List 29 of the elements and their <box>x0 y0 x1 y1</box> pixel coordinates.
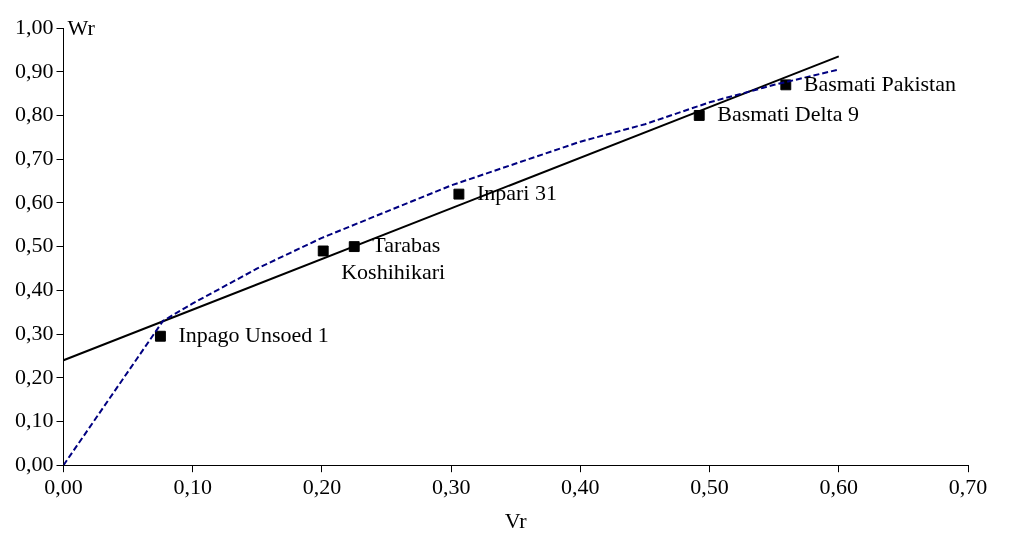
y-axis-title: Wr <box>67 14 96 40</box>
y-tick-label: 0,40 <box>15 276 54 302</box>
point <box>154 330 166 342</box>
annotation: Basmati Pakistan <box>803 70 956 96</box>
y-tick-label: 0,60 <box>15 188 54 214</box>
x-tick-label: 0,70 <box>948 474 988 500</box>
x-tick-label: 0,40 <box>561 474 600 500</box>
x-tick-label: 0,30 <box>431 474 471 500</box>
x-tick-label: 0,50 <box>690 474 729 500</box>
point <box>453 188 465 200</box>
x-tick-label: 0,00 <box>44 474 83 500</box>
y-tick-label: 0,50 <box>15 232 54 258</box>
y-tick-label: 0,20 <box>15 363 54 389</box>
y-tick-label: 0,00 <box>15 450 54 476</box>
y-tick-label: 0,80 <box>15 101 54 127</box>
point <box>317 245 329 257</box>
annotation: Basmati Delta 9 <box>717 101 859 127</box>
annotation: Koshihikari <box>341 258 446 284</box>
y-tick-label: 0,30 <box>15 319 54 345</box>
x-axis-title: Vr <box>504 507 528 533</box>
y-tick-label: 1,00 <box>15 13 54 39</box>
y-tick-label: 0,10 <box>15 407 54 433</box>
x-tick-label: 0,20 <box>302 474 342 500</box>
annotation: Inpago Unsoed 1 <box>178 322 329 348</box>
y-tick-label: 0,90 <box>15 57 54 83</box>
x-tick-label: 0,10 <box>173 474 212 500</box>
x-tick-label: 0,60 <box>819 474 859 500</box>
y-tick-label: 0,70 <box>15 144 54 170</box>
annotation: Tarabas <box>372 232 441 258</box>
